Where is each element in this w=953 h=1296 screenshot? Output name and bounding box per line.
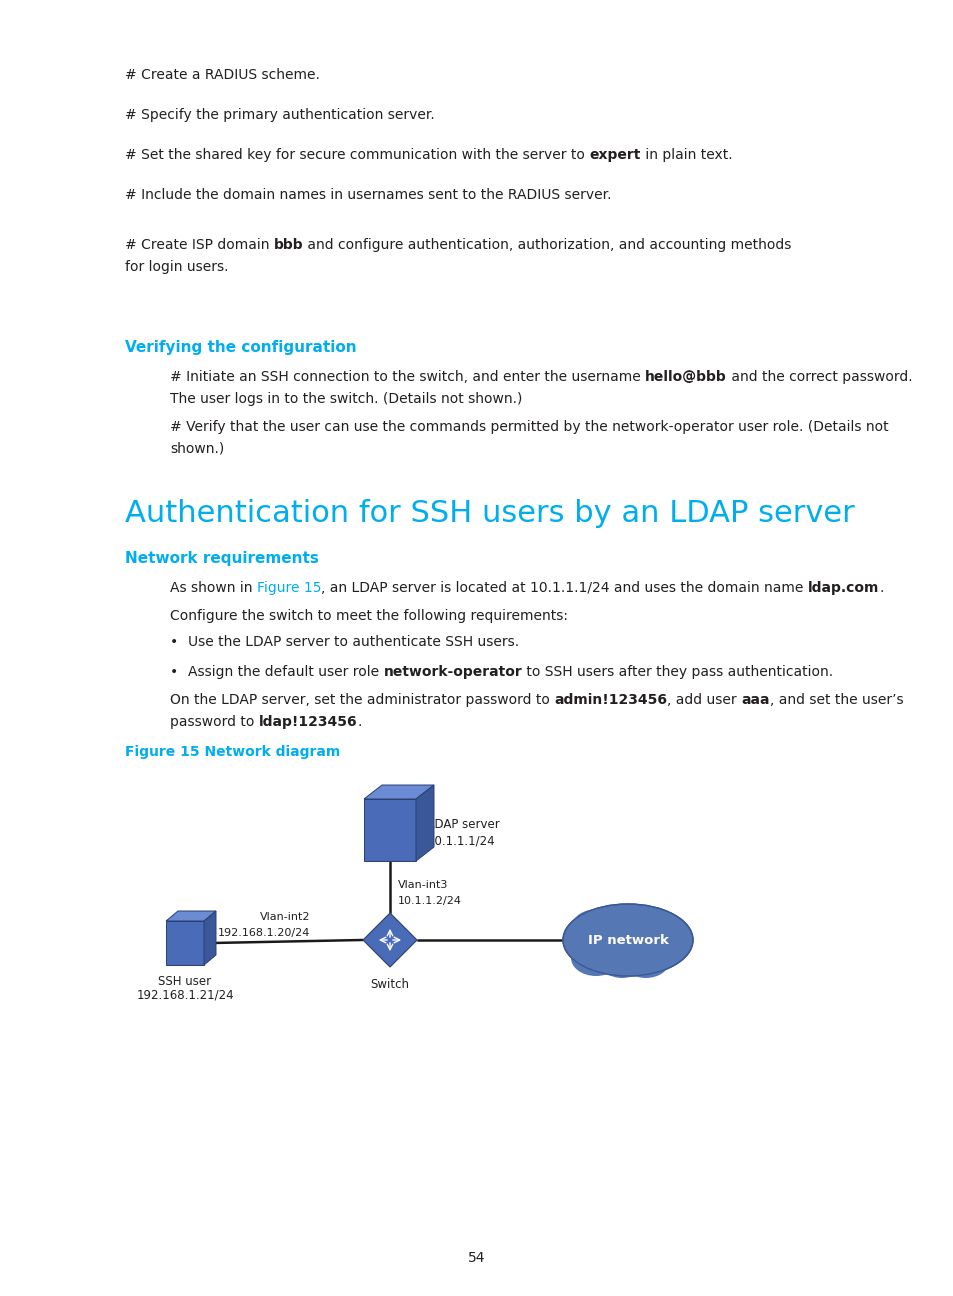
Text: Figure 15 Network diagram: Figure 15 Network diagram (125, 745, 340, 759)
Text: IP network: IP network (587, 933, 668, 946)
Ellipse shape (599, 946, 643, 978)
Text: hello@bbb: hello@bbb (644, 369, 726, 384)
Text: , and set the user’s: , and set the user’s (769, 693, 902, 708)
Text: to SSH users after they pass authentication.: to SSH users after they pass authenticat… (521, 665, 833, 679)
Text: # Initiate an SSH connection to the switch, and enter the username: # Initiate an SSH connection to the swit… (170, 369, 644, 384)
Text: expert: expert (589, 148, 640, 162)
Text: Configure the switch to meet the following requirements:: Configure the switch to meet the followi… (170, 609, 567, 623)
Text: # Create ISP domain: # Create ISP domain (125, 238, 274, 251)
Text: 192.168.1.21/24: 192.168.1.21/24 (136, 989, 233, 1002)
Text: for login users.: for login users. (125, 260, 229, 273)
Text: Verifying the configuration: Verifying the configuration (125, 340, 356, 355)
Text: in plain text.: in plain text. (640, 148, 732, 162)
Text: password to: password to (170, 715, 258, 728)
Text: shown.): shown.) (170, 442, 224, 456)
Text: # Verify that the user can use the commands permitted by the network-operator us: # Verify that the user can use the comma… (170, 420, 887, 434)
Text: network-operator: network-operator (383, 665, 521, 679)
Text: admin!123456: admin!123456 (554, 693, 666, 708)
Text: Authentication for SSH users by an LDAP server: Authentication for SSH users by an LDAP … (125, 499, 854, 527)
Text: 10.1.1.1/24: 10.1.1.1/24 (428, 835, 496, 848)
Text: , an LDAP server is located at 10.1.1.1/24 and uses the domain name: , an LDAP server is located at 10.1.1.1/… (321, 581, 807, 595)
Text: On the LDAP server, set the administrator password to: On the LDAP server, set the administrato… (170, 693, 554, 708)
Text: 10.1.1.2/24: 10.1.1.2/24 (397, 896, 461, 906)
Ellipse shape (625, 908, 673, 940)
Text: .: . (879, 581, 882, 595)
Text: # Set the shared key for secure communication with the server to: # Set the shared key for secure communic… (125, 148, 589, 162)
Text: Assign the default user role: Assign the default user role (188, 665, 383, 679)
Text: The user logs in to the switch. (Details not shown.): The user logs in to the switch. (Details… (170, 391, 522, 406)
Text: ldap!123456: ldap!123456 (258, 715, 357, 728)
Ellipse shape (621, 942, 669, 978)
Ellipse shape (572, 908, 623, 943)
Polygon shape (204, 911, 215, 966)
Text: As shown in: As shown in (170, 581, 256, 595)
Text: •: • (170, 635, 178, 649)
Text: # Create a RADIUS scheme.: # Create a RADIUS scheme. (125, 67, 319, 82)
Polygon shape (416, 785, 434, 861)
Text: , add user: , add user (666, 693, 740, 708)
Polygon shape (364, 785, 434, 800)
Text: # Specify the primary authentication server.: # Specify the primary authentication ser… (125, 108, 435, 122)
Ellipse shape (571, 940, 620, 976)
Text: ldap.com: ldap.com (807, 581, 879, 595)
Text: 192.168.1.20/24: 192.168.1.20/24 (217, 928, 310, 938)
Text: LDAP server: LDAP server (428, 818, 499, 831)
Text: Switch: Switch (370, 978, 409, 991)
Polygon shape (363, 912, 416, 967)
Text: .: . (357, 715, 361, 728)
Text: Network requirements: Network requirements (125, 551, 318, 566)
Text: 54: 54 (468, 1251, 485, 1265)
Text: Vlan-int3: Vlan-int3 (397, 880, 448, 890)
Text: bbb: bbb (274, 238, 303, 251)
Text: Figure 15: Figure 15 (256, 581, 321, 595)
Text: •: • (170, 665, 178, 679)
Text: and configure authentication, authorization, and accounting methods: and configure authentication, authorizat… (303, 238, 791, 251)
Text: # Include the domain names in usernames sent to the RADIUS server.: # Include the domain names in usernames … (125, 188, 611, 202)
Polygon shape (166, 921, 204, 966)
Text: Use the LDAP server to authenticate SSH users.: Use the LDAP server to authenticate SSH … (188, 635, 518, 649)
Ellipse shape (562, 905, 692, 976)
Text: aaa: aaa (740, 693, 769, 708)
Polygon shape (364, 800, 416, 861)
Polygon shape (166, 911, 215, 921)
Text: and the correct password.: and the correct password. (726, 369, 911, 384)
Text: SSH user: SSH user (158, 975, 212, 988)
Text: Vlan-int2: Vlan-int2 (259, 912, 310, 921)
